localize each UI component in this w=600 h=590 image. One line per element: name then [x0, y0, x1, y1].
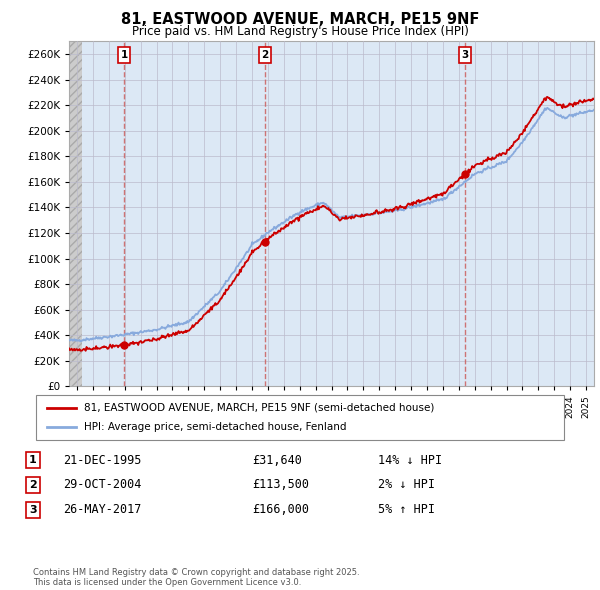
- HPI: Average price, semi-detached house, Fenland: (2.01e+03, 1.42e+05): Average price, semi-detached house, Fenl…: [417, 202, 424, 209]
- Text: 29-OCT-2004: 29-OCT-2004: [63, 478, 142, 491]
- Text: 1: 1: [29, 455, 37, 465]
- 81, EASTWOOD AVENUE, MARCH, PE15 9NF (semi-detached house): [304, 208, 311, 215]
- HPI: Average price, semi-detached house, Fenland: (2.03e+03, 2.16e+05): Average price, semi-detached house, Fenl…: [590, 106, 598, 113]
- Text: 3: 3: [461, 50, 469, 60]
- Text: 21-DEC-1995: 21-DEC-1995: [63, 454, 142, 467]
- Text: Price paid vs. HM Land Registry's House Price Index (HPI): Price paid vs. HM Land Registry's House …: [131, 25, 469, 38]
- 81, EASTWOOD AVENUE, MARCH, PE15 9NF (semi-detached house): [590, 96, 598, 103]
- Text: HPI: Average price, semi-detached house, Fenland: HPI: Average price, semi-detached house,…: [83, 422, 346, 432]
- Text: £166,000: £166,000: [252, 503, 309, 516]
- Line: HPI: Average price, semi-detached house, Fenland: HPI: Average price, semi-detached house,…: [69, 108, 594, 342]
- HPI: Average price, semi-detached house, Fenland: (1.99e+03, 3.63e+04): Average price, semi-detached house, Fenl…: [65, 336, 73, 343]
- 81, EASTWOOD AVENUE, MARCH, PE15 9NF (semi-detached house): [77, 348, 84, 355]
- 81, EASTWOOD AVENUE, MARCH, PE15 9NF (semi-detached house): [417, 198, 424, 205]
- Text: 2% ↓ HPI: 2% ↓ HPI: [378, 478, 435, 491]
- Text: £113,500: £113,500: [252, 478, 309, 491]
- 81, EASTWOOD AVENUE, MARCH, PE15 9NF (semi-detached house): [376, 209, 383, 216]
- HPI: Average price, semi-detached house, Fenland: (2.02e+03, 2.18e+05): Average price, semi-detached house, Fenl…: [544, 104, 551, 112]
- Text: £31,640: £31,640: [252, 454, 302, 467]
- 81, EASTWOOD AVENUE, MARCH, PE15 9NF (semi-detached house): [159, 333, 166, 340]
- Text: 5% ↑ HPI: 5% ↑ HPI: [378, 503, 435, 516]
- Bar: [69, 41, 82, 386]
- Text: 1: 1: [121, 50, 128, 60]
- HPI: Average price, semi-detached house, Fenland: (2.01e+03, 1.36e+05): Average price, semi-detached house, Fenl…: [376, 209, 383, 217]
- Text: 2: 2: [262, 50, 269, 60]
- HPI: Average price, semi-detached house, Fenland: (2.02e+03, 1.6e+05): Average price, semi-detached house, Fenl…: [461, 179, 469, 186]
- Text: 14% ↓ HPI: 14% ↓ HPI: [378, 454, 442, 467]
- HPI: Average price, semi-detached house, Fenland: (1.99e+03, 3.52e+04): Average price, semi-detached house, Fenl…: [77, 338, 84, 345]
- 81, EASTWOOD AVENUE, MARCH, PE15 9NF (semi-detached house): [65, 345, 73, 352]
- HPI: Average price, semi-detached house, Fenland: (2e+03, 4.58e+04): Average price, semi-detached house, Fenl…: [159, 324, 166, 332]
- 81, EASTWOOD AVENUE, MARCH, PE15 9NF (semi-detached house): [461, 171, 469, 178]
- HPI: Average price, semi-detached house, Fenland: (2e+03, 6.25e+04): Average price, semi-detached house, Fenl…: [201, 303, 208, 310]
- Line: 81, EASTWOOD AVENUE, MARCH, PE15 9NF (semi-detached house): 81, EASTWOOD AVENUE, MARCH, PE15 9NF (se…: [69, 97, 594, 351]
- Text: 2: 2: [29, 480, 37, 490]
- Text: 81, EASTWOOD AVENUE, MARCH, PE15 9NF (semi-detached house): 81, EASTWOOD AVENUE, MARCH, PE15 9NF (se…: [83, 403, 434, 412]
- 81, EASTWOOD AVENUE, MARCH, PE15 9NF (semi-detached house): [201, 311, 208, 318]
- FancyBboxPatch shape: [36, 395, 564, 440]
- HPI: Average price, semi-detached house, Fenland: (2.01e+03, 1.4e+05): Average price, semi-detached house, Fenl…: [304, 204, 311, 211]
- Text: 3: 3: [29, 505, 37, 514]
- 81, EASTWOOD AVENUE, MARCH, PE15 9NF (semi-detached house): [544, 93, 551, 100]
- Text: Contains HM Land Registry data © Crown copyright and database right 2025.
This d: Contains HM Land Registry data © Crown c…: [33, 568, 359, 587]
- Text: 81, EASTWOOD AVENUE, MARCH, PE15 9NF: 81, EASTWOOD AVENUE, MARCH, PE15 9NF: [121, 12, 479, 27]
- Text: 26-MAY-2017: 26-MAY-2017: [63, 503, 142, 516]
